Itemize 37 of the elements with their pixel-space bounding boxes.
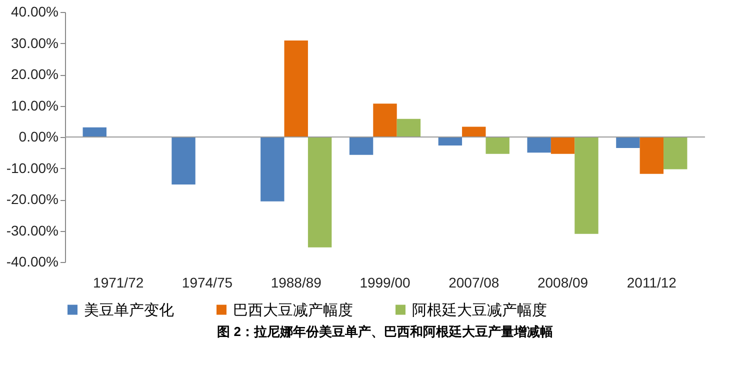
x-tick-label: 1999/00 (360, 274, 411, 290)
bar (550, 137, 575, 154)
bar (527, 137, 551, 153)
x-tick-label: 2008/09 (537, 274, 588, 290)
bar (172, 137, 196, 184)
bar (486, 137, 510, 154)
bar (438, 137, 462, 146)
legend-label: 巴西大豆减产幅度 (233, 302, 353, 319)
bar (640, 137, 664, 174)
y-tick-label: -10.00% (6, 160, 58, 176)
y-tick-label: 0.00% (18, 128, 58, 144)
y-tick-label: 20.00% (11, 66, 58, 82)
y-tick-label: -30.00% (6, 222, 58, 238)
x-tick-label: 1988/89 (270, 274, 322, 290)
x-tick-label: 2011/12 (626, 274, 677, 290)
y-tick-label: 30.00% (11, 34, 58, 51)
bar (349, 137, 374, 155)
bar (373, 104, 397, 137)
bar (462, 126, 486, 137)
bar (396, 118, 421, 137)
bar (574, 137, 598, 234)
x-tick-label: 2007/08 (448, 274, 500, 290)
y-tick-label: 10.00% (11, 97, 58, 114)
bar (260, 137, 284, 202)
y-tick-label: 40.00% (11, 4, 58, 20)
bar (308, 137, 332, 248)
y-tick-label: -40.00% (6, 254, 58, 270)
bar (82, 127, 106, 137)
x-tick-label: 1974/75 (182, 274, 233, 290)
text: 图 2：拉尼娜年份美豆单产、巴西和阿根廷大豆产量增减幅 (217, 324, 553, 339)
x-tick-label: 1971/72 (93, 274, 144, 290)
bar (664, 137, 688, 170)
legend-label: 阿根廷大豆减产幅度 (412, 302, 547, 319)
y-tick-label: -20.00% (6, 191, 58, 207)
legend-label: 美豆单产变化 (84, 302, 174, 319)
bar (284, 40, 308, 137)
bar (616, 137, 640, 148)
